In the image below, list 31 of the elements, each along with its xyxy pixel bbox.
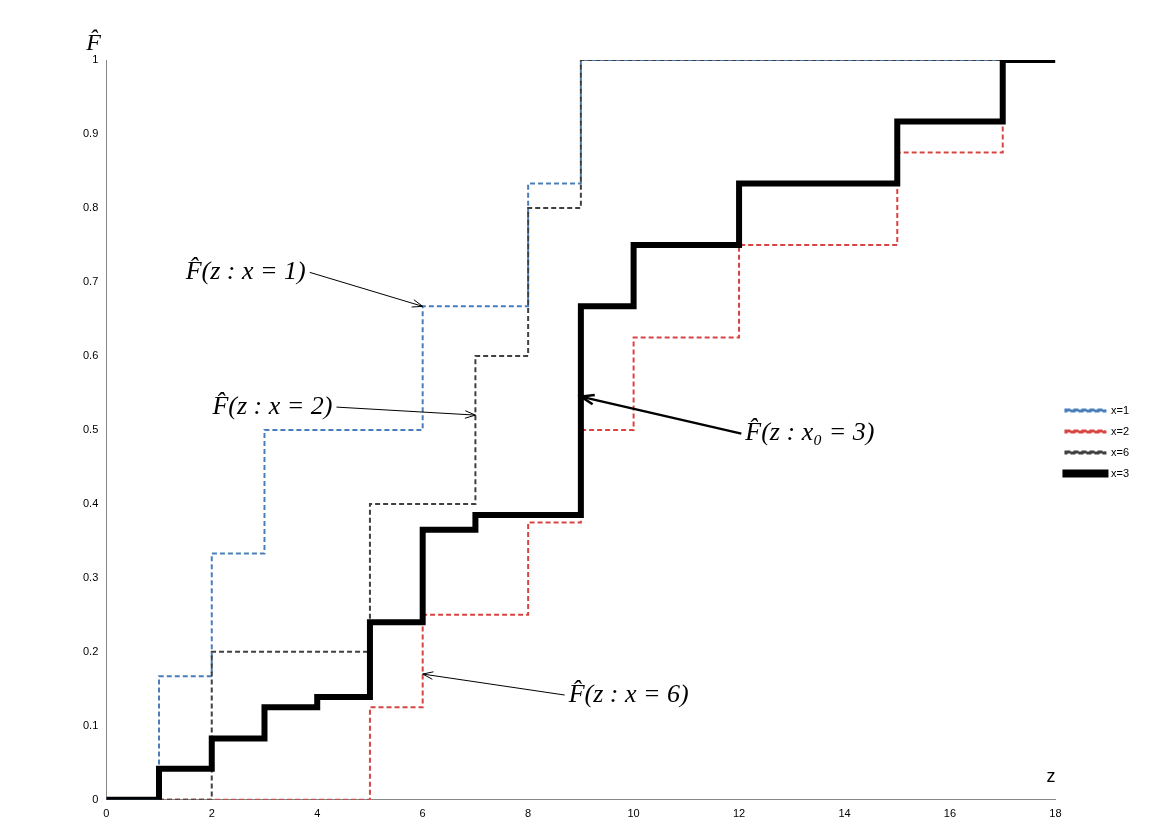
legend-label: x=3 bbox=[1110, 466, 1130, 479]
y-tick-label: 0.6 bbox=[82, 348, 99, 361]
legend-label: x=2 bbox=[1110, 424, 1130, 437]
annotation: F̂(z : x₀ = 3) bbox=[744, 417, 875, 447]
x-axis-title: z bbox=[1046, 765, 1056, 786]
x-tick-label: 8 bbox=[525, 807, 532, 820]
y-tick-label: 0.4 bbox=[82, 496, 99, 509]
x-tick-label: 16 bbox=[943, 807, 957, 820]
y-tick-label: 0.9 bbox=[82, 127, 99, 140]
legend-label: x=6 bbox=[1110, 445, 1130, 458]
annotation: F̂(z : x = 1) bbox=[184, 256, 306, 286]
x-tick-label: 6 bbox=[419, 807, 426, 820]
y-tick-label: 0.7 bbox=[82, 274, 99, 287]
y-tick-label: 0 bbox=[92, 792, 99, 805]
y-tick-label: 0.8 bbox=[82, 200, 99, 213]
y-tick-label: 0.1 bbox=[82, 718, 99, 731]
x-tick-label: 18 bbox=[1049, 807, 1062, 820]
x-tick-label: 0 bbox=[103, 807, 110, 820]
y-axis-title: F̂ bbox=[85, 29, 102, 56]
y-tick-label: 0.5 bbox=[82, 422, 99, 435]
y-tick-label: 0.3 bbox=[82, 570, 99, 583]
x-tick-label: 14 bbox=[838, 807, 851, 820]
x-tick-label: 10 bbox=[627, 807, 640, 820]
x-tick-label: 2 bbox=[208, 807, 215, 820]
annotation: F̂(z : x = 2) bbox=[211, 390, 333, 420]
x-tick-label: 4 bbox=[314, 807, 321, 820]
y-tick-label: 0.2 bbox=[82, 644, 99, 657]
legend-label: x=1 bbox=[1110, 403, 1130, 416]
annotation: F̂(z : x = 6) bbox=[567, 678, 689, 708]
y-tick-label: 1 bbox=[92, 53, 99, 66]
x-tick-label: 12 bbox=[732, 807, 746, 820]
